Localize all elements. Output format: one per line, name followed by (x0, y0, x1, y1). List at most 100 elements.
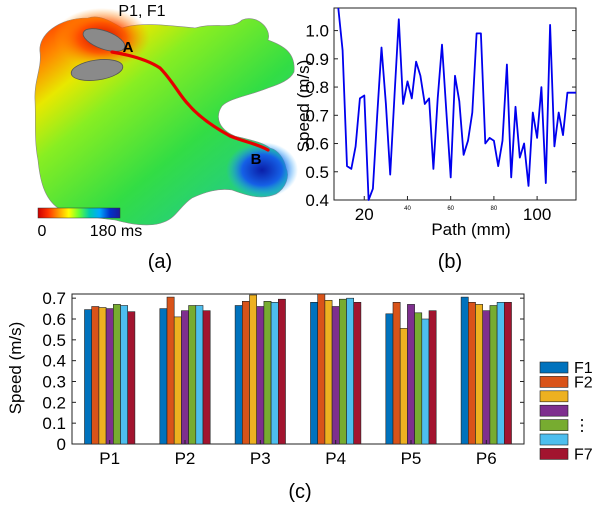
bar (84, 309, 92, 445)
bar-y-tick-label: 0.4 (42, 352, 66, 371)
panel-b: 0.4 0.5 0.6 0.7 0.8 0.9 1.0 20 100 40 60 80 Speed (… (290, 0, 598, 280)
legend-label: ⋮ (574, 418, 590, 435)
vein-opening-lower (70, 59, 124, 81)
bar (421, 318, 430, 445)
legend-label: F2 (574, 374, 593, 391)
bar (338, 298, 347, 445)
bar (324, 299, 333, 445)
line-chart-xlabel: Path (mm) (431, 220, 510, 239)
legend-swatch (539, 404, 569, 417)
colorbar (37, 207, 121, 219)
bar (489, 305, 498, 445)
line-x-tick-label: 100 (523, 205, 551, 224)
bar (195, 305, 204, 445)
panel-a: P1, F1 A B 0 180 ms (a) (0, 0, 300, 280)
bar-category-label: P1 (99, 449, 120, 468)
bar-y-tick-label: 0.6 (42, 310, 66, 329)
bar (310, 301, 318, 445)
legend-label: F1 (574, 360, 593, 377)
legend-swatch (539, 361, 569, 374)
line-y-tick-label: 0.7 (305, 106, 329, 125)
bar-category-label: P6 (476, 449, 497, 468)
line-y-tick-label: 0.4 (305, 191, 329, 210)
bar (263, 300, 272, 445)
bar (159, 308, 168, 445)
vein-opening-upper (82, 28, 126, 52)
bar-category-label: P4 (325, 449, 346, 468)
bar (202, 310, 211, 445)
bar-y-tick-label: 0.2 (42, 393, 66, 412)
bar (242, 300, 250, 445)
bar (113, 304, 121, 445)
bar (173, 316, 182, 445)
bar (428, 310, 437, 445)
point-b-label: B (251, 151, 262, 168)
bar (482, 310, 491, 445)
bar-category-label: P3 (250, 449, 271, 468)
bar (249, 294, 257, 445)
colorbar-max-label: 180 ms (90, 223, 142, 240)
bar (188, 305, 197, 445)
bar (277, 298, 286, 445)
bar (475, 304, 483, 445)
line-y-tick-label: 0.5 (305, 163, 329, 182)
bar-y-tick-label: 0.1 (42, 414, 66, 433)
bar (460, 296, 469, 445)
bar (407, 304, 415, 445)
late-activation-region (226, 142, 298, 198)
line-x-minor-tick-label: 60 (447, 206, 454, 212)
bar (234, 305, 243, 445)
line-x-minor-tick-label: 80 (491, 206, 498, 212)
bar (496, 301, 505, 445)
bar-y-tick-label: 0 (57, 435, 66, 454)
line-x-tick-label: 20 (355, 205, 374, 224)
bar (414, 312, 423, 445)
bar-y-tick-label: 0.7 (42, 289, 66, 308)
legend-swatch (539, 433, 569, 446)
bar (385, 313, 394, 445)
bar (467, 301, 476, 445)
bar-y-tick-label: 0.5 (42, 331, 66, 350)
speed-series-line (337, 7, 576, 201)
bar (127, 311, 136, 445)
bar (317, 293, 326, 445)
speed-line-chart: 0.4 0.5 0.6 0.7 0.8 0.9 1.0 20 100 40 60 80 Speed (… (294, 7, 577, 273)
point-a-label: A (123, 39, 134, 56)
line-y-tick-label: 1.0 (305, 22, 329, 41)
panel-b-caption: (b) (438, 251, 462, 273)
legend-swatch (539, 376, 569, 388)
bar-plot-frame (71, 293, 525, 445)
colorbar-min-label: 0 (38, 223, 47, 240)
bar (105, 308, 114, 445)
legend-swatch (539, 419, 569, 431)
bar (166, 296, 175, 445)
line-y-tick-label: 0.9 (305, 50, 329, 69)
panel-a-caption: (a) (148, 251, 172, 273)
legend-swatch (539, 448, 569, 460)
bar (331, 306, 340, 445)
bar-category-label: P2 (175, 449, 196, 468)
line-y-tick-label: 0.8 (305, 78, 329, 97)
bar (181, 310, 189, 445)
bar (270, 301, 279, 445)
bar-chart-ylabel: Speed (m/s) (6, 322, 25, 415)
legend-label: F7 (574, 446, 593, 463)
bar (98, 307, 107, 445)
panel-a-title: P1, F1 (118, 3, 165, 20)
bar (256, 306, 265, 445)
line-chart-ylabel: Speed (m/s) (294, 60, 313, 153)
legend-swatch (539, 390, 569, 403)
line-x-minor-tick-label: 40 (404, 206, 411, 212)
bar (503, 301, 512, 445)
bar-y-tick-label: 0.3 (42, 373, 66, 392)
panel-c: 0 0.1 0.2 0.3 0.4 0.5 0.6 0.7 P1 P2 P3 P4 P5 P6 F1 F2 ⋮… (0, 280, 598, 507)
conduction-path (110, 50, 270, 152)
bar (91, 306, 100, 445)
bar (392, 301, 401, 445)
bar (399, 328, 408, 445)
bar (120, 305, 128, 445)
line-y-tick-label: 0.6 (305, 135, 329, 154)
panel-c-caption: (c) (288, 481, 311, 503)
bar (346, 297, 354, 445)
